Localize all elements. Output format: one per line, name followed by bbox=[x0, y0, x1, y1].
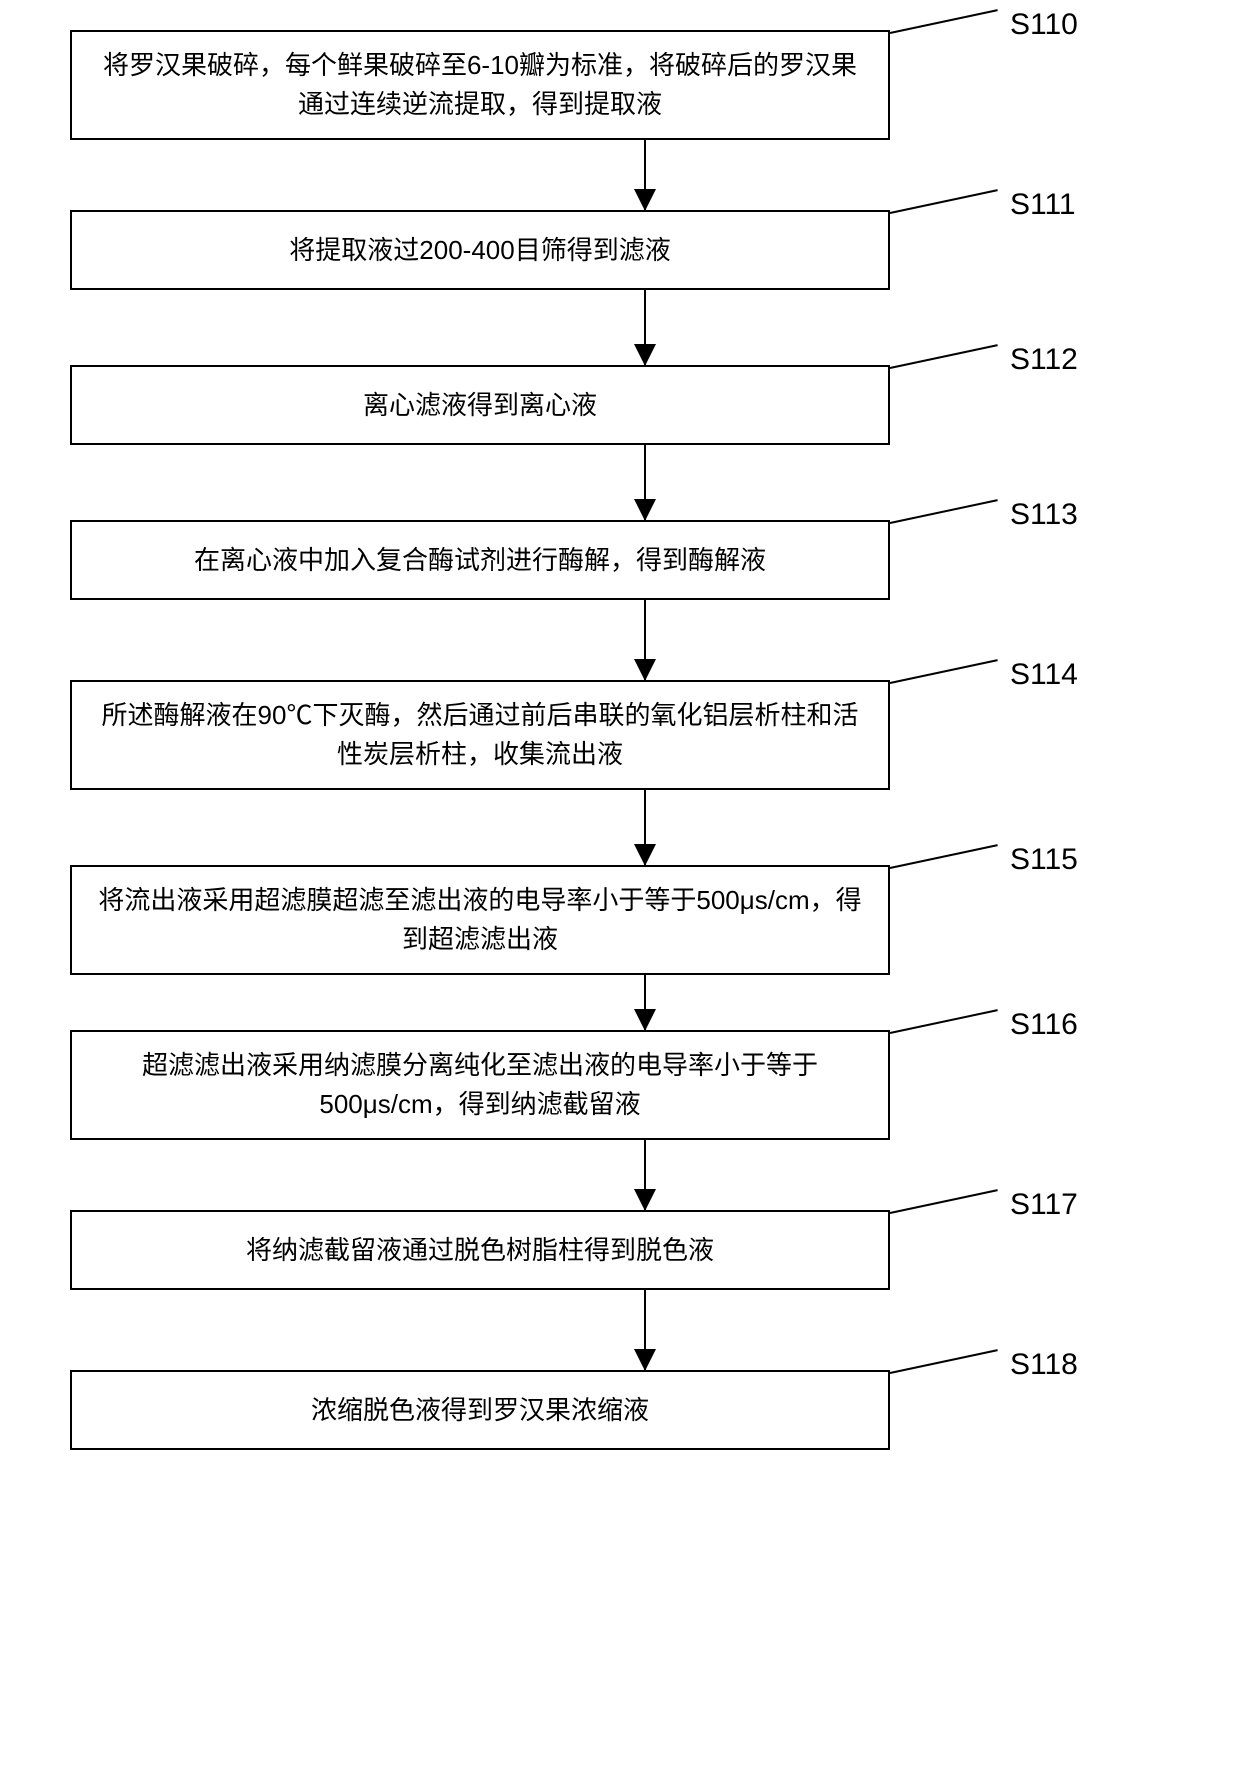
flow-arrow bbox=[644, 790, 646, 865]
step-label-wrapper: S111 bbox=[890, 210, 1000, 214]
step-label-wrapper: S117 bbox=[890, 1210, 1000, 1214]
step-box: 将流出液采用超滤膜超滤至滤出液的电导率小于等于500μs/cm，得到超滤滤出液 bbox=[70, 865, 890, 975]
step-box: 超滤滤出液采用纳滤膜分离纯化至滤出液的电导率小于等于500μs/cm，得到纳滤截… bbox=[70, 1030, 890, 1140]
arrow-wrapper bbox=[235, 790, 1055, 865]
step-s117: 将纳滤截留液通过脱色树脂柱得到脱色液 S117 bbox=[20, 1210, 1220, 1290]
step-label: S118 bbox=[1010, 1348, 1078, 1382]
step-s111: 将提取液过200-400目筛得到滤液 S111 bbox=[20, 210, 1220, 290]
step-label-wrapper: S110 bbox=[890, 30, 1000, 34]
arrow-wrapper bbox=[235, 140, 1055, 210]
step-s113: 在离心液中加入复合酶试剂进行酶解，得到酶解液 S113 bbox=[20, 520, 1220, 600]
step-label-wrapper: S113 bbox=[890, 520, 1000, 524]
flow-arrow bbox=[644, 445, 646, 520]
arrow-wrapper bbox=[235, 600, 1055, 680]
step-s110: 将罗汉果破碎，每个鲜果破碎至6-10瓣为标准，将破碎后的罗汉果通过连续逆流提取，… bbox=[20, 30, 1220, 140]
flow-arrow bbox=[644, 290, 646, 365]
step-label-wrapper: S112 bbox=[890, 365, 1000, 369]
step-text: 所述酶解液在90℃下灭酶，然后通过前后串联的氧化铝层析柱和活性炭层析柱，收集流出… bbox=[92, 696, 868, 774]
flow-arrow bbox=[644, 600, 646, 680]
arrow-wrapper bbox=[235, 445, 1055, 520]
step-text: 在离心液中加入复合酶试剂进行酶解，得到酶解液 bbox=[194, 541, 766, 580]
step-text: 将提取液过200-400目筛得到滤液 bbox=[289, 231, 670, 270]
step-box: 所述酶解液在90℃下灭酶，然后通过前后串联的氧化铝层析柱和活性炭层析柱，收集流出… bbox=[70, 680, 890, 790]
step-box: 将提取液过200-400目筛得到滤液 bbox=[70, 210, 890, 290]
step-label: S113 bbox=[1010, 498, 1078, 532]
step-box: 离心滤液得到离心液 bbox=[70, 365, 890, 445]
step-text: 将罗汉果破碎，每个鲜果破碎至6-10瓣为标准，将破碎后的罗汉果通过连续逆流提取，… bbox=[92, 46, 868, 124]
step-label-wrapper: S118 bbox=[890, 1370, 1000, 1374]
arrow-wrapper bbox=[235, 975, 1055, 1030]
flowchart-container: 将罗汉果破碎，每个鲜果破碎至6-10瓣为标准，将破碎后的罗汉果通过连续逆流提取，… bbox=[20, 30, 1220, 1450]
flow-arrow bbox=[644, 140, 646, 210]
step-box: 在离心液中加入复合酶试剂进行酶解，得到酶解液 bbox=[70, 520, 890, 600]
step-label: S117 bbox=[1010, 1188, 1078, 1222]
step-s115: 将流出液采用超滤膜超滤至滤出液的电导率小于等于500μs/cm，得到超滤滤出液 … bbox=[20, 865, 1220, 975]
step-label: S110 bbox=[1010, 8, 1078, 42]
step-s114: 所述酶解液在90℃下灭酶，然后通过前后串联的氧化铝层析柱和活性炭层析柱，收集流出… bbox=[20, 680, 1220, 790]
step-s118: 浓缩脱色液得到罗汉果浓缩液 S118 bbox=[20, 1370, 1220, 1450]
step-box: 将罗汉果破碎，每个鲜果破碎至6-10瓣为标准，将破碎后的罗汉果通过连续逆流提取，… bbox=[70, 30, 890, 140]
step-text: 浓缩脱色液得到罗汉果浓缩液 bbox=[311, 1391, 649, 1430]
arrow-wrapper bbox=[235, 290, 1055, 365]
step-s112: 离心滤液得到离心液 S112 bbox=[20, 365, 1220, 445]
step-label-wrapper: S116 bbox=[890, 1030, 1000, 1034]
step-label: S116 bbox=[1010, 1008, 1078, 1042]
step-label: S114 bbox=[1010, 658, 1078, 692]
step-box: 浓缩脱色液得到罗汉果浓缩液 bbox=[70, 1370, 890, 1450]
step-label: S111 bbox=[1010, 188, 1076, 222]
step-label-wrapper: S115 bbox=[890, 865, 1000, 869]
arrow-wrapper bbox=[235, 1140, 1055, 1210]
step-s116: 超滤滤出液采用纳滤膜分离纯化至滤出液的电导率小于等于500μs/cm，得到纳滤截… bbox=[20, 1030, 1220, 1140]
step-label: S112 bbox=[1010, 343, 1078, 377]
flow-arrow bbox=[644, 975, 646, 1030]
flow-arrow bbox=[644, 1290, 646, 1370]
step-label-wrapper: S114 bbox=[890, 680, 1000, 684]
step-text: 离心滤液得到离心液 bbox=[363, 386, 597, 425]
step-box: 将纳滤截留液通过脱色树脂柱得到脱色液 bbox=[70, 1210, 890, 1290]
step-text: 超滤滤出液采用纳滤膜分离纯化至滤出液的电导率小于等于500μs/cm，得到纳滤截… bbox=[92, 1046, 868, 1124]
step-label: S115 bbox=[1010, 843, 1078, 877]
label-connector-line bbox=[890, 9, 998, 34]
step-text: 将纳滤截留液通过脱色树脂柱得到脱色液 bbox=[246, 1231, 714, 1270]
flow-arrow bbox=[644, 1140, 646, 1210]
step-text: 将流出液采用超滤膜超滤至滤出液的电导率小于等于500μs/cm，得到超滤滤出液 bbox=[92, 881, 868, 959]
arrow-wrapper bbox=[235, 1290, 1055, 1370]
